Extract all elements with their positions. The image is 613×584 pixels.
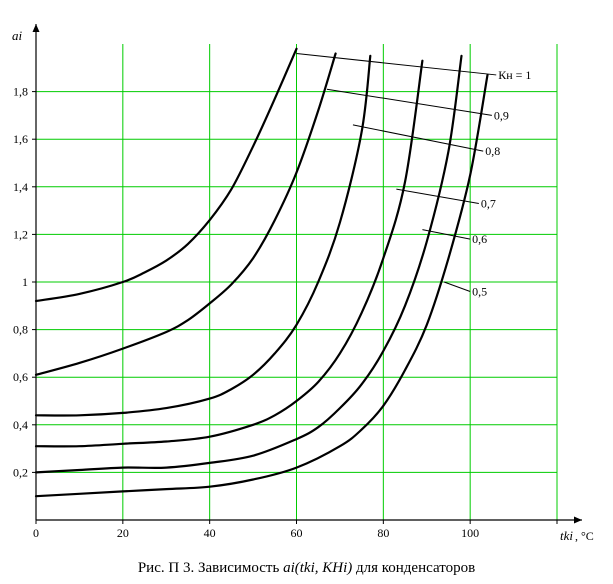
chart: 0 20 40 60 80 100 0,2 0,4 0,6 0,8 1 1,2 1,4 1,6 1,8 ai t… [12,24,594,543]
x-tick-label: 0 [33,526,39,540]
series-label-2: 0,9 [494,108,509,122]
y-axis-label: ai [12,28,23,43]
x-axis-label: tki [560,528,573,543]
y-tick-label: 1 [22,275,28,289]
series-line-5 [34,54,463,474]
label-leader-4 [396,188,479,204]
caption-prefix: Рис. П 3. Зависимость [137,560,280,576]
x-tick-label: 80 [377,526,389,540]
series-line-1 [34,47,298,303]
y-tick-label: 1,8 [13,85,28,99]
series-line-4 [34,59,424,448]
x-axis-unit: , °C [575,529,594,543]
series-line-2 [34,52,337,376]
series-label-1: Кн = 1 [498,68,531,82]
y-axis-arrow [32,24,40,32]
label-leader-1 [296,53,497,76]
axes-layer [32,24,582,524]
y-tick-label: 1,4 [13,180,28,194]
series-layer [34,47,489,498]
caption-suffix: для конденсаторов [355,560,476,576]
label-leader-2 [326,88,492,116]
series-label-6: 0,5 [472,285,487,299]
x-axis-arrow [574,516,582,524]
labels-layer: Кн = 1 0,9 0,8 0,7 0,6 0,5 [296,53,531,299]
label-leader-6 [443,281,471,292]
series-line-6 [34,73,489,498]
series-label-4: 0,7 [481,196,496,210]
y-tick-label: 1,6 [13,132,28,146]
ticks-layer: 0 20 40 60 80 100 0,2 0,4 0,6 0,8 1 1,2 1,4 1,6 1,8 ai t… [12,28,594,543]
x-tick-label: 20 [117,526,129,540]
series-line-3 [34,54,372,417]
y-tick-label: 1,2 [13,227,28,241]
y-tick-label: 0,6 [13,370,28,384]
x-tick-label: 100 [461,526,479,540]
series-label-5: 0,6 [472,232,487,246]
label-leader-5 [422,229,471,240]
y-tick-label: 0,8 [13,323,28,337]
y-tick-label: 0,4 [13,418,28,432]
label-leader-3 [352,124,484,152]
x-tick-label: 60 [291,526,303,540]
grid-layer [36,44,558,520]
x-tick-label: 40 [204,526,216,540]
caption-function: ai(tki, KHi) [283,560,353,576]
y-tick-label: 0,2 [13,465,28,479]
series-label-3: 0,8 [485,144,500,158]
figure-caption: Рис. П 3. Зависимость ai(tki, KHi) для к… [0,560,613,577]
